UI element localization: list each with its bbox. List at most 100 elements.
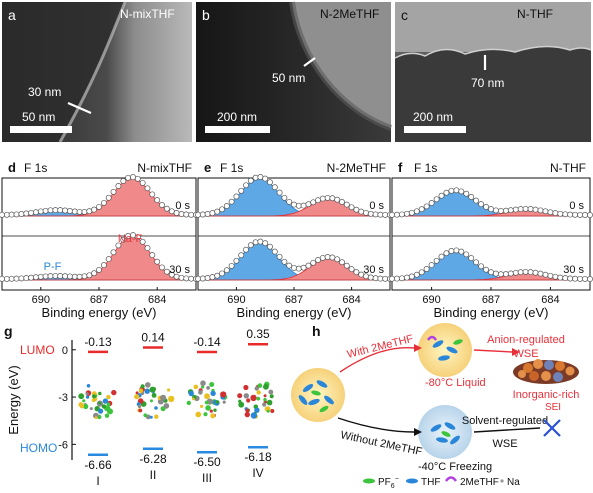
anion-wse-label-2: WSE [513, 348, 538, 360]
data-point [96, 203, 102, 210]
data-point [562, 275, 569, 282]
data-point [32, 274, 39, 281]
legend: PF6− THF 2MeTHF Na [363, 476, 520, 490]
data-point [343, 262, 350, 269]
data-point [377, 211, 384, 218]
data-point [443, 250, 450, 257]
data-point [3, 275, 10, 282]
thf-molecules [298, 340, 460, 445]
atom [270, 409, 275, 413]
data-point [183, 211, 190, 218]
data-point [76, 273, 83, 280]
x-axis-label: Binding energy (eV) [42, 305, 157, 320]
atom [104, 413, 110, 418]
structure-label: II [150, 468, 157, 482]
data-point [428, 200, 435, 206]
x-tick-label: 690 [227, 294, 245, 306]
atom [266, 409, 270, 413]
data-point [458, 188, 465, 195]
data-point [199, 211, 206, 218]
homo-value: -6.28 [139, 452, 167, 466]
data-point [438, 253, 445, 260]
data-point [188, 211, 195, 218]
data-point [3, 211, 10, 218]
atom [106, 394, 111, 400]
data-point [276, 189, 283, 196]
arrow-with [339, 347, 415, 373]
time-label: 0 s [175, 200, 190, 212]
atom [188, 390, 194, 397]
data-point [281, 194, 288, 201]
xps-panel-d: d F 1s N-mixTHF 0 s 30 s Na-F P-F 690 687 684Bind… [0, 160, 199, 320]
time-label: 0 s [369, 200, 384, 212]
atom [78, 402, 84, 408]
data-point [8, 275, 15, 282]
data-point [577, 275, 584, 282]
data-point [547, 209, 554, 216]
atom [222, 400, 226, 404]
atom [82, 399, 86, 403]
data-point [204, 275, 211, 281]
atom [160, 394, 167, 401]
data-point [52, 272, 59, 279]
data-point [247, 242, 254, 249]
tem-label: N-THF [517, 7, 553, 21]
data-point [291, 264, 297, 271]
atom [204, 400, 209, 405]
atom [144, 388, 150, 394]
data-point [130, 232, 136, 239]
data-point [448, 248, 455, 254]
data-point [389, 275, 395, 282]
thickness-arrow [67, 101, 92, 115]
lumo-label: LUMO [20, 343, 55, 357]
data-point [243, 246, 249, 253]
with-2methf-label: With 2MeTHF [346, 333, 415, 361]
data-point [209, 274, 216, 281]
data-point [262, 240, 269, 247]
thickness-arrow [303, 57, 316, 67]
atom [134, 394, 140, 400]
data-point [32, 209, 39, 216]
atom [201, 385, 205, 389]
data-point [252, 174, 259, 181]
atom [246, 398, 251, 403]
data-point [478, 201, 485, 208]
data-point [319, 254, 326, 261]
scale-label: 50 nm [22, 110, 55, 124]
data-point [334, 196, 341, 203]
sample-label: N-THF [550, 161, 586, 175]
data-point [315, 257, 321, 263]
data-point [47, 273, 54, 280]
x-tick-label: 687 [90, 294, 108, 306]
data-point [453, 247, 460, 254]
atom [154, 414, 159, 419]
thf-legend-icon [406, 478, 418, 484]
atom [205, 405, 211, 411]
data-point [453, 187, 460, 194]
data-point [478, 263, 485, 270]
data-point [428, 262, 435, 269]
legend-thf: THF [421, 477, 440, 488]
atom [238, 401, 245, 408]
data-point [382, 275, 389, 282]
data-point [115, 183, 122, 189]
pf-label: P-F [44, 261, 62, 273]
atom [206, 386, 211, 390]
data-point [110, 188, 117, 195]
na-legend-icon [500, 479, 504, 483]
data-point [262, 175, 269, 182]
data-point [300, 202, 307, 209]
data-point [458, 248, 465, 255]
inorganic-sei-label: Inorganic-rich [513, 389, 580, 401]
data-point [214, 208, 221, 215]
data-point [423, 266, 430, 272]
tem-label: N-2MeTHF [320, 7, 379, 21]
atom [256, 396, 261, 401]
atom [193, 384, 199, 390]
data-point [0, 211, 5, 218]
data-point [115, 242, 122, 249]
data-point [286, 262, 293, 269]
atom [89, 407, 93, 411]
